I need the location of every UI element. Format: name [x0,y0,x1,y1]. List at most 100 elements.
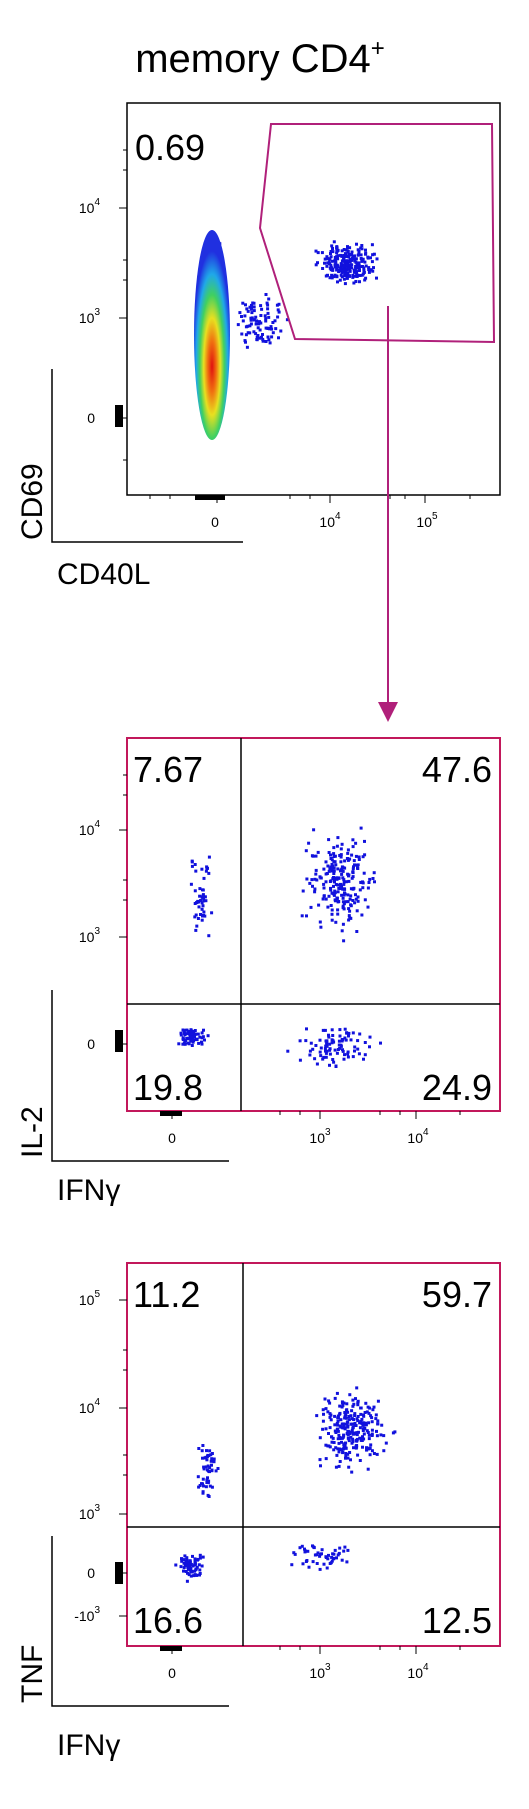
panel2-event [338,1034,342,1038]
panel1-gate-percentage: 0.69 [135,127,205,168]
panel1-event [348,274,351,278]
panel1-event [348,269,352,273]
panel3-event [340,1440,343,1444]
panel3-event [335,1427,339,1431]
panel3-event [207,1479,211,1483]
panel1-event [260,307,264,311]
panel3-event [337,1450,341,1454]
panel2-event [190,864,194,868]
panel3-event [201,1444,205,1447]
panel2-event [341,904,345,908]
panel1-event [330,273,334,277]
panel3-event [343,1414,347,1418]
panel3-event [205,1478,209,1482]
panel3-event [350,1422,354,1426]
panel2-event [339,1044,343,1048]
panel3-event [360,1438,364,1442]
panel3-event [364,1423,368,1427]
panel2-event [207,871,211,875]
panel2-event [201,888,205,892]
panel2-event [305,877,309,881]
panel2-event [318,1050,322,1054]
panel2-event [207,934,211,938]
panel3-q-lower-left: 16.6 [133,1600,203,1641]
panel3-event [193,1557,197,1561]
panel3-event [324,1457,328,1461]
panel3-event [318,1567,322,1571]
panel2-q-upper-left: 7.67 [133,749,203,790]
panel3-event [324,1407,328,1411]
panel3-event [353,1412,357,1416]
panel2-event [200,907,204,911]
panel3-event [345,1402,349,1406]
panel2-event [307,841,311,845]
panel2-event [379,1041,382,1045]
panel2-event [351,887,355,891]
panel3-q-lower-right: 12.5 [422,1600,492,1641]
panel1-event [355,262,359,266]
panel2-event [351,1031,355,1035]
panel1-event [345,263,349,267]
panel1-event [268,341,272,345]
panel2-event [357,1052,361,1056]
panel3-event [347,1437,351,1441]
panel2-event [341,869,345,873]
panel1-axis-bracket [51,369,243,543]
panel3-event [334,1446,338,1450]
panel3-event [359,1412,363,1416]
panel3-event [198,1484,202,1487]
panel1-event [354,266,358,270]
panel-cd40l-cd69: 104 103 0 0 104 105 0.69 C [16,102,501,591]
panel1-event [340,271,344,274]
panel1-event [285,318,289,322]
panel2-event [344,1038,348,1042]
panel2-event [189,882,193,886]
panel2-event [343,891,346,895]
panel2-event [338,1028,342,1032]
title-superscript: + [371,35,385,62]
panel2-event [194,913,198,917]
panel3-event [360,1417,364,1421]
panel1-event [256,326,260,330]
panel3-event [328,1412,332,1416]
panel3-event [355,1444,359,1447]
panel1-event [329,263,333,267]
panel3-ytick-4: -103 [74,1605,100,1624]
panel1-event [344,248,348,252]
panel1-event [357,261,361,265]
panel3-event [343,1416,347,1420]
panel2-y-tick-cluster [115,1030,123,1052]
panel3-event [354,1397,357,1401]
panel3-event [338,1404,342,1408]
panel2-event [372,871,376,875]
panel2-event [360,913,364,917]
panel3-event [306,1549,310,1553]
panel2-event [340,893,344,897]
panel3-event [198,1553,202,1557]
panel1-event [248,305,252,309]
panel2-event [358,1032,362,1036]
panel1-event [334,260,338,264]
panel3-event [337,1441,341,1445]
panel2-event [344,900,348,904]
panel2-event [354,897,358,901]
panel1-event [351,273,355,277]
panel1-event [258,328,262,332]
panel3-event [189,1566,193,1570]
panel2-event [332,852,336,856]
panel1-event [359,257,363,260]
panel3-event [342,1434,346,1438]
panel3-event [362,1432,366,1436]
panel1-event [361,272,365,276]
panel3-event [352,1402,356,1406]
panel2-event [332,866,336,870]
panel3-event [208,1484,212,1488]
panel3-event [375,1434,379,1438]
panel2-event [340,929,344,933]
panel1-event [325,264,329,268]
panel2-event [199,913,202,916]
panel1-event [331,247,334,250]
panel2-event [347,1031,351,1035]
panel3-event [185,1564,189,1568]
